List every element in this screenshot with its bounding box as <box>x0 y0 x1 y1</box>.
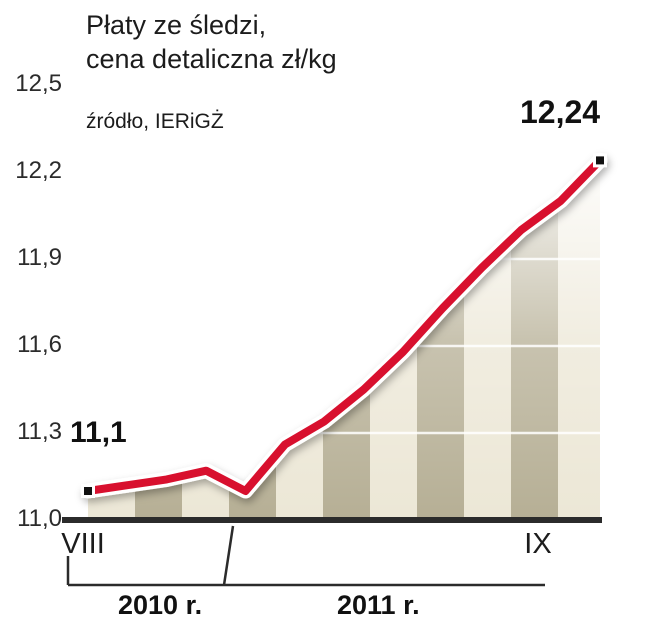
y-tick-label: 11,9 <box>17 244 62 271</box>
x-axis-start-label: VIII <box>61 528 105 560</box>
timeline-bracket <box>66 525 545 587</box>
y-tick-label: 11,6 <box>17 331 62 358</box>
chart-title: Płaty ze śledzi, cena detaliczna zł/kg <box>86 8 337 76</box>
y-tick-label: 12,5 <box>15 70 62 97</box>
price-line <box>84 156 604 495</box>
endpoint-marker <box>81 484 95 498</box>
chart-source: źródło, IERiGŻ <box>86 110 224 133</box>
end-point-value-label: 12,24 <box>520 94 601 130</box>
chart-title-line1: Płaty ze śledzi, <box>86 10 267 40</box>
start-point-value-label: 11,1 <box>70 416 127 449</box>
x-axis-end-label: IX <box>524 528 552 560</box>
period-label-2011: 2011 r. <box>337 590 420 620</box>
endpoint-marker <box>593 153 607 168</box>
chart-title-line2: cena detaliczna zł/kg <box>86 44 337 74</box>
y-tick-label: 11,0 <box>17 505 62 532</box>
area-fade <box>88 160 600 520</box>
period-label-2010: 2010 r. <box>118 590 203 620</box>
y-tick-label: 11,3 <box>17 418 62 445</box>
y-tick-label: 12,2 <box>15 157 62 184</box>
